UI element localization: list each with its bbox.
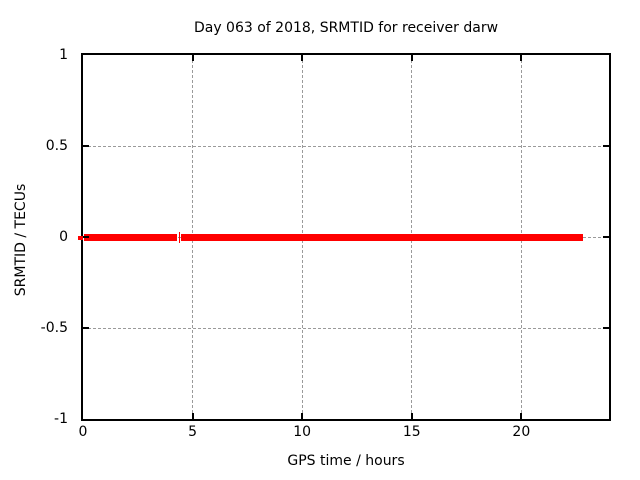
y-gridline: [83, 327, 609, 329]
x-tick-mark-bottom: [520, 413, 523, 419]
y-tick-label: -1: [54, 411, 68, 427]
y-tick-mark-left: [83, 327, 89, 329]
x-tick-mark-bottom: [191, 413, 194, 419]
x-tick-label: 5: [188, 424, 198, 440]
y-tick-mark-left: [83, 145, 89, 147]
y-tick-label: 1: [59, 47, 68, 63]
series-line-segment: [181, 233, 583, 241]
x-axis-title: GPS time / hours: [287, 453, 405, 469]
x-tick-label: 0: [78, 424, 88, 440]
x-tick-label: 20: [512, 424, 531, 440]
y-tick-mark-right: [603, 327, 609, 329]
y-gridline: [83, 145, 609, 147]
y-tick-label: 0.5: [45, 138, 68, 154]
x-tick-mark-top: [520, 55, 523, 61]
y-tick-mark-right: [603, 236, 609, 238]
x-tick-mark-top: [191, 55, 194, 61]
x-tick-mark-top: [301, 55, 304, 61]
y-tick-label: -0.5: [40, 320, 68, 336]
y-zero-red-tick-marker: [78, 235, 83, 240]
series-line-segment: [84, 233, 178, 241]
x-tick-mark-bottom: [410, 413, 413, 419]
x-tick-label: 10: [293, 424, 312, 440]
y-tick-mark-left: [83, 236, 89, 238]
plot-area: [81, 53, 611, 421]
series-line-spike: [178, 231, 181, 243]
x-tick-mark-top: [410, 55, 413, 61]
x-tick-mark-bottom: [301, 413, 304, 419]
y-tick-label: 0: [59, 229, 68, 245]
chart-title: Day 063 of 2018, SRMTID for receiver dar…: [193, 20, 499, 36]
x-tick-label: 15: [402, 424, 421, 440]
y-tick-mark-right: [603, 145, 609, 147]
